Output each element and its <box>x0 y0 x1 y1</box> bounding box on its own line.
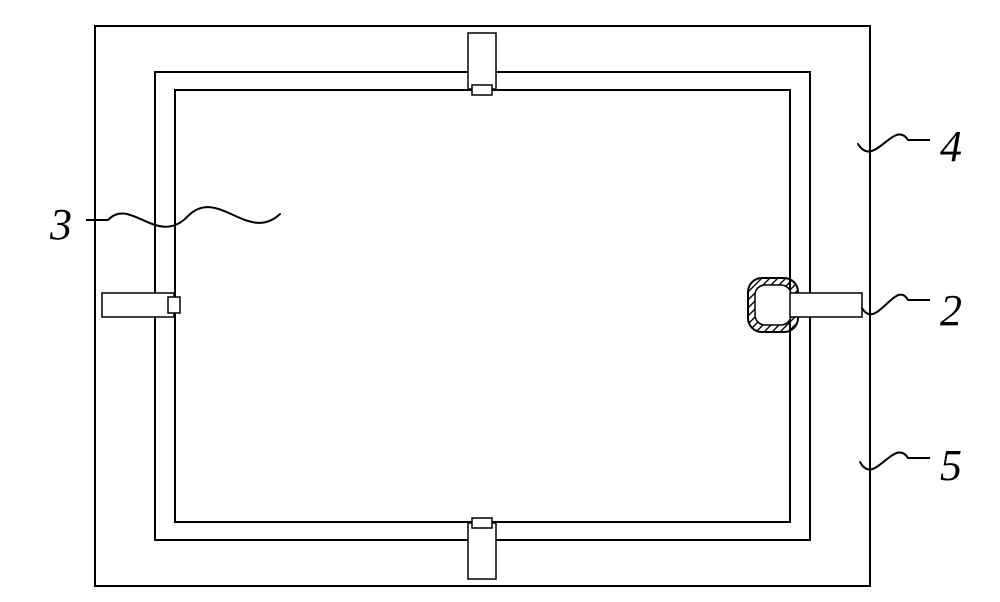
callout-label-5: 5 <box>940 440 962 491</box>
callout-label-3: 3 <box>50 199 72 250</box>
diagram-svg <box>0 0 1000 602</box>
callout-label-4: 4 <box>940 121 962 172</box>
callout-label-2: 2 <box>940 285 962 336</box>
